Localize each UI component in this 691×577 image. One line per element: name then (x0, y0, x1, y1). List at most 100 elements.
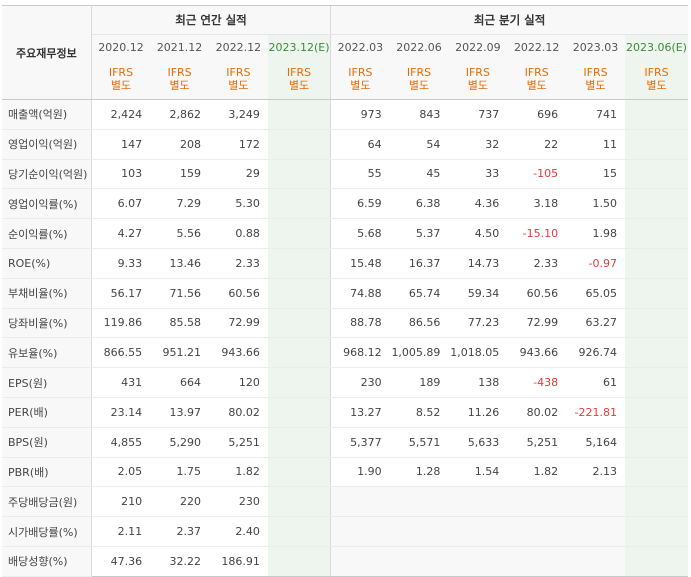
data-cell: 2.40 (208, 516, 268, 547)
data-cell: 5,571 (389, 427, 449, 458)
data-cell: 1.50 (566, 188, 625, 220)
data-cell: 951.21 (150, 337, 209, 369)
data-cell: 23.14 (91, 397, 151, 428)
ifrs-separate-text: 별도 (288, 79, 310, 92)
row-label: 주당배당금(원) (2, 486, 92, 518)
data-cell (267, 337, 331, 369)
data-cell: 60.56 (208, 277, 268, 309)
data-cell (624, 486, 688, 518)
data-cell: 65.74 (389, 277, 449, 309)
ifrs-label: IFRS 별도 (267, 59, 331, 100)
ifrs-standard-text: IFRS (406, 66, 432, 79)
data-cell: 0.88 (208, 218, 268, 249)
data-cell: 4.50 (448, 218, 508, 249)
data-cell: 5,251 (208, 427, 268, 458)
table-row: BPS(원) 4,855 5,290 5,251 5,377 5,571 5,633 5,25… (2, 427, 688, 458)
data-cell: 15.48 (330, 248, 390, 279)
period-header: 2022.09 (448, 34, 508, 59)
data-cell: 5.37 (389, 218, 449, 249)
data-cell: 47.36 (91, 546, 151, 577)
data-cell: 664 (150, 367, 209, 398)
table-row: 배당성향(%) 47.36 32.22 186.91 (2, 546, 688, 577)
data-cell: 186.91 (208, 546, 268, 577)
ifrs-label: IFRS 별도 (507, 59, 567, 100)
data-cell: 8.52 (389, 397, 449, 428)
data-cell: 1.75 (150, 457, 209, 488)
data-cell: 2.05 (91, 457, 151, 488)
data-cell: 696 (507, 99, 567, 130)
data-cell (624, 99, 688, 130)
row-label: 배당성향(%) (2, 546, 92, 577)
data-cell: 2.37 (150, 516, 209, 547)
data-cell: 230 (208, 486, 268, 518)
data-cell: 2.11 (91, 516, 151, 547)
row-label: 영업이익률(%) (2, 188, 92, 220)
data-cell: 2,862 (150, 99, 209, 130)
data-cell (267, 188, 331, 220)
data-cell (267, 546, 331, 577)
data-cell: 16.37 (389, 248, 449, 279)
data-cell: 210 (91, 486, 151, 518)
ifrs-separate-text: 별도 (110, 79, 132, 92)
data-cell: 5.30 (208, 188, 268, 220)
data-cell: 1.54 (448, 457, 508, 488)
row-label: PBR(배) (2, 457, 92, 488)
ifrs-standard-text: IFRS (644, 66, 669, 79)
data-cell: 189 (389, 367, 449, 398)
row-label: PER(배) (2, 397, 92, 428)
data-cell (267, 277, 331, 309)
data-cell: 968.12 (330, 337, 390, 369)
data-cell: 208 (150, 129, 209, 160)
data-cell (624, 277, 688, 309)
ifrs-label: IFRS 별도 (448, 59, 508, 100)
data-cell: 11.26 (448, 397, 508, 428)
ifrs-separate-text: 별도 (467, 79, 488, 92)
data-cell (507, 516, 567, 547)
data-cell: 86.56 (389, 308, 449, 339)
period-header: 2022.03 (330, 34, 390, 59)
ifrs-label: IFRS 별도 (208, 59, 268, 100)
data-cell (624, 427, 688, 458)
data-cell: 230 (330, 367, 390, 398)
data-cell: 2.13 (566, 457, 625, 488)
data-cell: 33 (448, 159, 508, 190)
data-cell: 11 (566, 129, 625, 160)
data-cell (624, 397, 688, 428)
period-header: 2023.06(E) (624, 34, 688, 59)
data-cell: 22 (507, 129, 567, 160)
data-cell: -15.10 (507, 218, 567, 249)
data-cell: 80.02 (208, 397, 268, 428)
ifrs-separate-text: 별도 (350, 79, 371, 92)
table-row: 주당배당금(원) 210 220 230 (2, 486, 688, 518)
data-cell: 74.88 (330, 277, 390, 309)
data-cell (624, 218, 688, 249)
financial-table-body: 매출액(억원) 2,424 2,862 3,249 973 843 737 696 741 영업이… (2, 99, 688, 577)
ifrs-label: IFRS 별도 (624, 59, 688, 100)
data-cell (267, 159, 331, 190)
data-cell (267, 516, 331, 547)
data-cell: 431 (91, 367, 151, 398)
data-cell: 866.55 (91, 337, 151, 369)
data-cell (267, 99, 331, 130)
ifrs-separate-text: 별도 (169, 79, 190, 92)
data-cell: 103 (91, 159, 151, 190)
data-cell (267, 248, 331, 279)
ifrs-standard-text: IFRS (465, 66, 490, 79)
ifrs-standard-text: IFRS (286, 66, 312, 79)
data-cell: -0.97 (566, 248, 625, 279)
data-cell: 59.34 (448, 277, 508, 309)
ifrs-header-row: IFRS 별도 IFRS 별도 IFRS 별도 IFRS 별도 IFRS 별도 IFRS 별도 IFRS… (2, 59, 688, 100)
table-row: 매출액(억원) 2,424 2,862 3,249 973 843 737 696 741 (2, 99, 688, 130)
quarter-section-title: 최근 분기 실적 (330, 5, 688, 35)
row-label: 유보율(%) (2, 337, 92, 369)
data-cell: 5,290 (150, 427, 209, 458)
period-header: 2022.12 (208, 34, 268, 59)
ifrs-standard-text: IFRS (167, 66, 192, 79)
data-cell: 5,164 (566, 427, 625, 458)
data-cell: 5,633 (448, 427, 508, 458)
data-cell: 220 (150, 486, 209, 518)
table-row: 영업이익(억원) 147 208 172 64 54 32 22 11 (2, 129, 688, 160)
ifrs-standard-text: IFRS (524, 66, 549, 79)
data-cell: 29 (208, 159, 268, 190)
data-cell: 45 (389, 159, 449, 190)
